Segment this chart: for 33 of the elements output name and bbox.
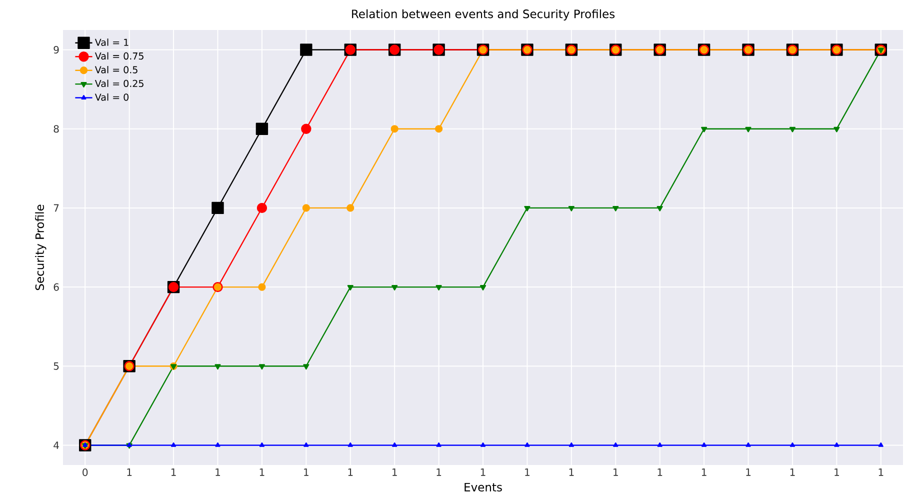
- x-tick-label: 1: [392, 468, 397, 476]
- y-axis-title: Security Profile: [35, 204, 46, 290]
- y-tick-label: 8: [54, 125, 59, 133]
- x-tick-label: 1: [348, 468, 353, 476]
- legend-label: Val = 0.75: [94, 52, 144, 60]
- x-tick-label: 1: [304, 468, 308, 476]
- x-tick-label: 1: [436, 468, 442, 476]
- x-tick-label: 1: [878, 468, 884, 476]
- x-tick-label: 1: [569, 468, 574, 476]
- x-tick-label: 1: [614, 468, 618, 476]
- y-tick-label: 9: [54, 46, 59, 54]
- legend-label: Val = 1: [94, 38, 128, 46]
- chart-title: Relation between events and Security Profiles: [352, 9, 615, 20]
- legend-label: Val = 0: [94, 93, 129, 101]
- y-tick-label: 4: [54, 442, 59, 449]
- y-tick-label: 5: [54, 362, 59, 370]
- x-axis-title: Events: [464, 482, 502, 492]
- x-tick-label: 1: [260, 468, 264, 476]
- x-tick-label: 0: [82, 468, 88, 476]
- legend-label: Val = 0.5: [94, 66, 138, 74]
- x-tick-label: 1: [746, 468, 751, 476]
- x-tick-label: 1: [790, 468, 795, 476]
- x-tick-label: 1: [658, 468, 662, 476]
- x-tick-label: 1: [171, 468, 176, 476]
- x-tick-label: 1: [702, 468, 706, 476]
- x-tick-label: 1: [834, 468, 839, 476]
- y-tick-label: 6: [54, 283, 59, 291]
- y-tick-label: 7: [54, 204, 59, 212]
- x-tick-label: 1: [127, 468, 132, 476]
- x-tick-label: 1: [525, 468, 530, 476]
- legend-label: Val = 0.25: [94, 80, 144, 88]
- x-tick-label: 1: [480, 468, 486, 476]
- x-tick-label: 1: [216, 468, 220, 476]
